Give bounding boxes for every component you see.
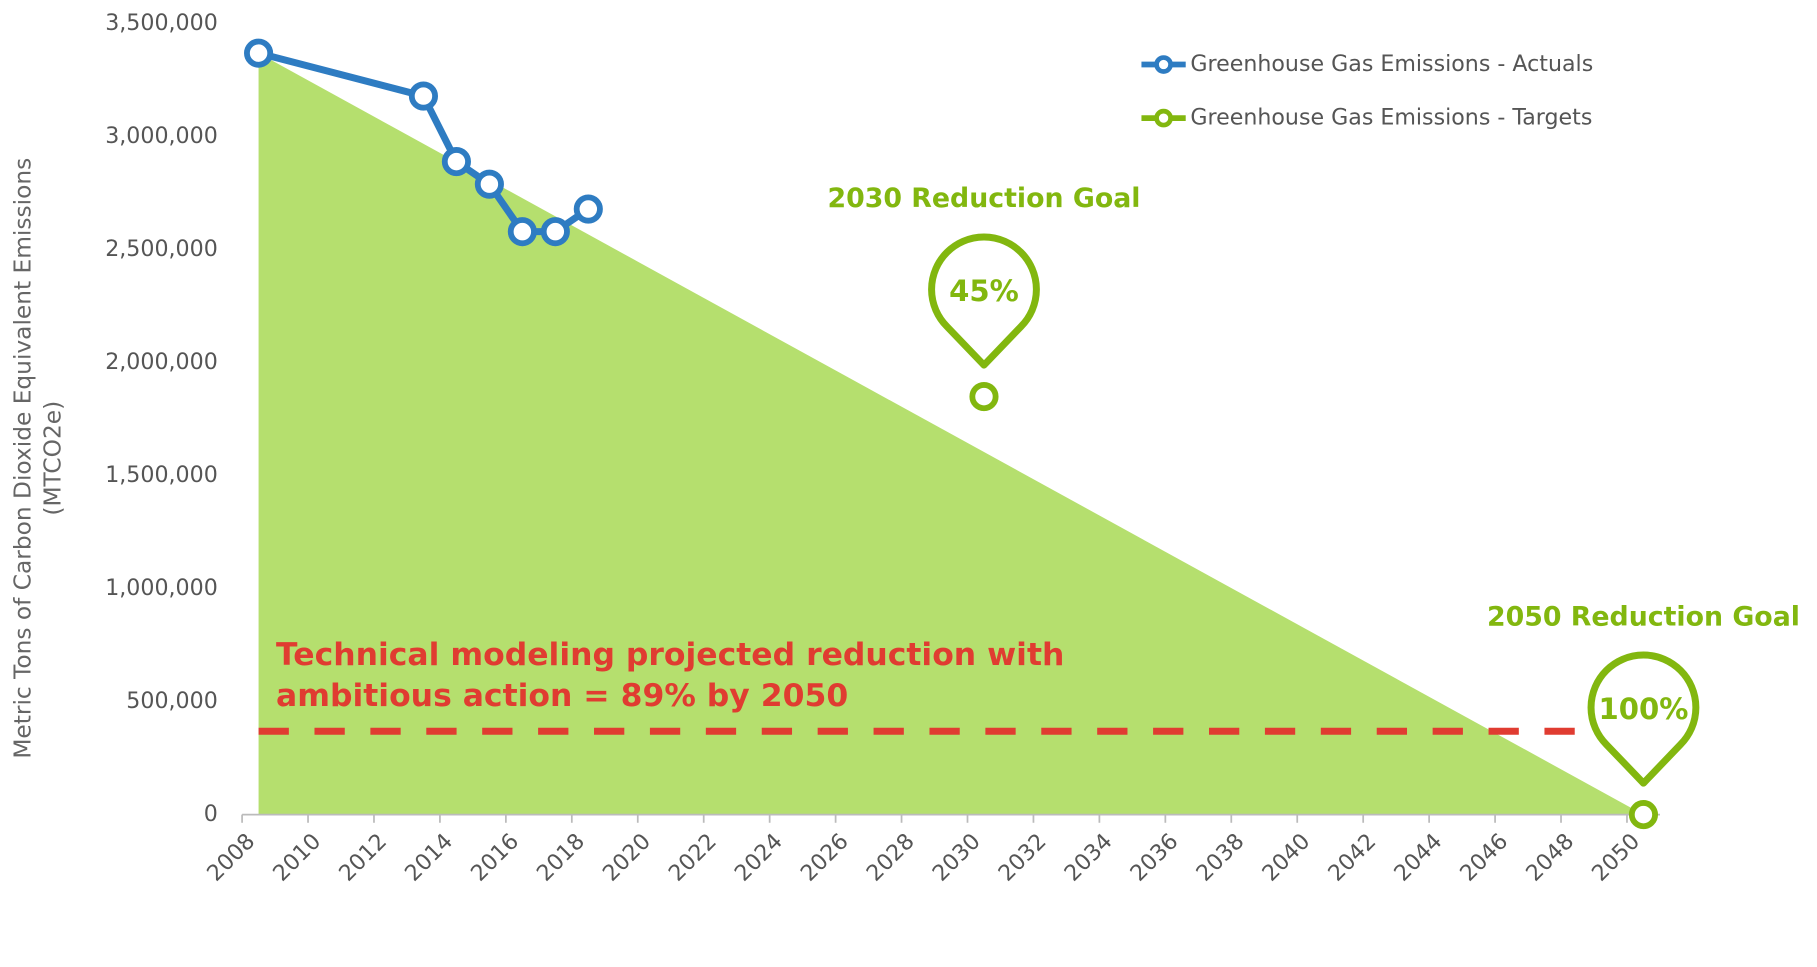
goal-label: 45%: [949, 274, 1019, 308]
x-tick-label: 2010: [268, 828, 326, 886]
y-tick-label: 2,500,000: [105, 236, 218, 262]
y-axis-title-line: (MTCO2e): [39, 401, 66, 516]
x-tick-label: 2024: [730, 828, 788, 886]
x-tick-label: 2014: [400, 828, 458, 886]
data-point: [969, 382, 999, 412]
y-tick-label: 1,000,000: [105, 575, 218, 601]
goal-label: 100%: [1598, 692, 1688, 726]
data-point: [540, 217, 570, 247]
y-tick-label: 3,000,000: [105, 123, 218, 149]
x-tick-label: 2030: [927, 828, 985, 886]
y-tick-label: 1,500,000: [105, 462, 218, 488]
x-tick-label: 2050: [1587, 828, 1645, 886]
x-tick-label: 2028: [862, 828, 920, 886]
x-tick-label: 2044: [1389, 828, 1447, 886]
x-tick-label: 2008: [202, 828, 260, 886]
reference-annotation: Technical modeling projected reduction w…: [276, 637, 1064, 673]
legend-marker: [1154, 55, 1173, 74]
data-point: [474, 169, 504, 199]
x-tick-label: 2042: [1323, 828, 1381, 886]
data-point: [573, 194, 603, 224]
x-tick-label: 2040: [1257, 828, 1315, 886]
x-tick-label: 2026: [796, 828, 854, 886]
x-tick-label: 2032: [993, 828, 1051, 886]
x-tick-label: 2020: [598, 828, 656, 886]
goal-title: 2050 Reduction Goal: [1487, 601, 1800, 632]
data-point: [408, 81, 438, 111]
x-tick-label: 2016: [466, 828, 524, 886]
y-tick-label: 500,000: [126, 688, 218, 714]
x-tick-label: 2038: [1191, 828, 1249, 886]
y-tick-label: 3,500,000: [105, 10, 218, 36]
x-tick-label: 2046: [1455, 828, 1513, 886]
y-tick-label: 0: [204, 801, 218, 827]
y-tick-label: 2,000,000: [105, 349, 218, 375]
goal-pin: [928, 233, 1040, 369]
goal-title: 2030 Reduction Goal: [827, 183, 1140, 214]
data-point: [441, 147, 471, 177]
x-tick-label: 2012: [334, 828, 392, 886]
reference-annotation: ambitious action = 89% by 2050: [276, 678, 848, 714]
target-area: [258, 53, 1644, 815]
legend-label: Greenhouse Gas Emissions - Actuals: [1190, 51, 1593, 77]
legend-marker: [1154, 108, 1173, 128]
data-point: [244, 38, 274, 68]
goal-pin: [1587, 651, 1700, 787]
y-axis-title: Metric Tons of Carbon Dioxide Equivalent…: [9, 158, 66, 759]
y-axis-title-line: Metric Tons of Carbon Dioxide Equivalent…: [9, 158, 36, 759]
x-tick-label: 2048: [1521, 828, 1579, 886]
x-tick-label: 2036: [1125, 828, 1183, 886]
x-tick-label: 2018: [532, 828, 590, 886]
x-tick-label: 2034: [1059, 828, 1117, 886]
legend-label: Greenhouse Gas Emissions - Targets: [1190, 105, 1592, 131]
data-point: [507, 217, 537, 247]
x-tick-label: 2022: [664, 828, 722, 886]
data-point: [1628, 800, 1659, 830]
